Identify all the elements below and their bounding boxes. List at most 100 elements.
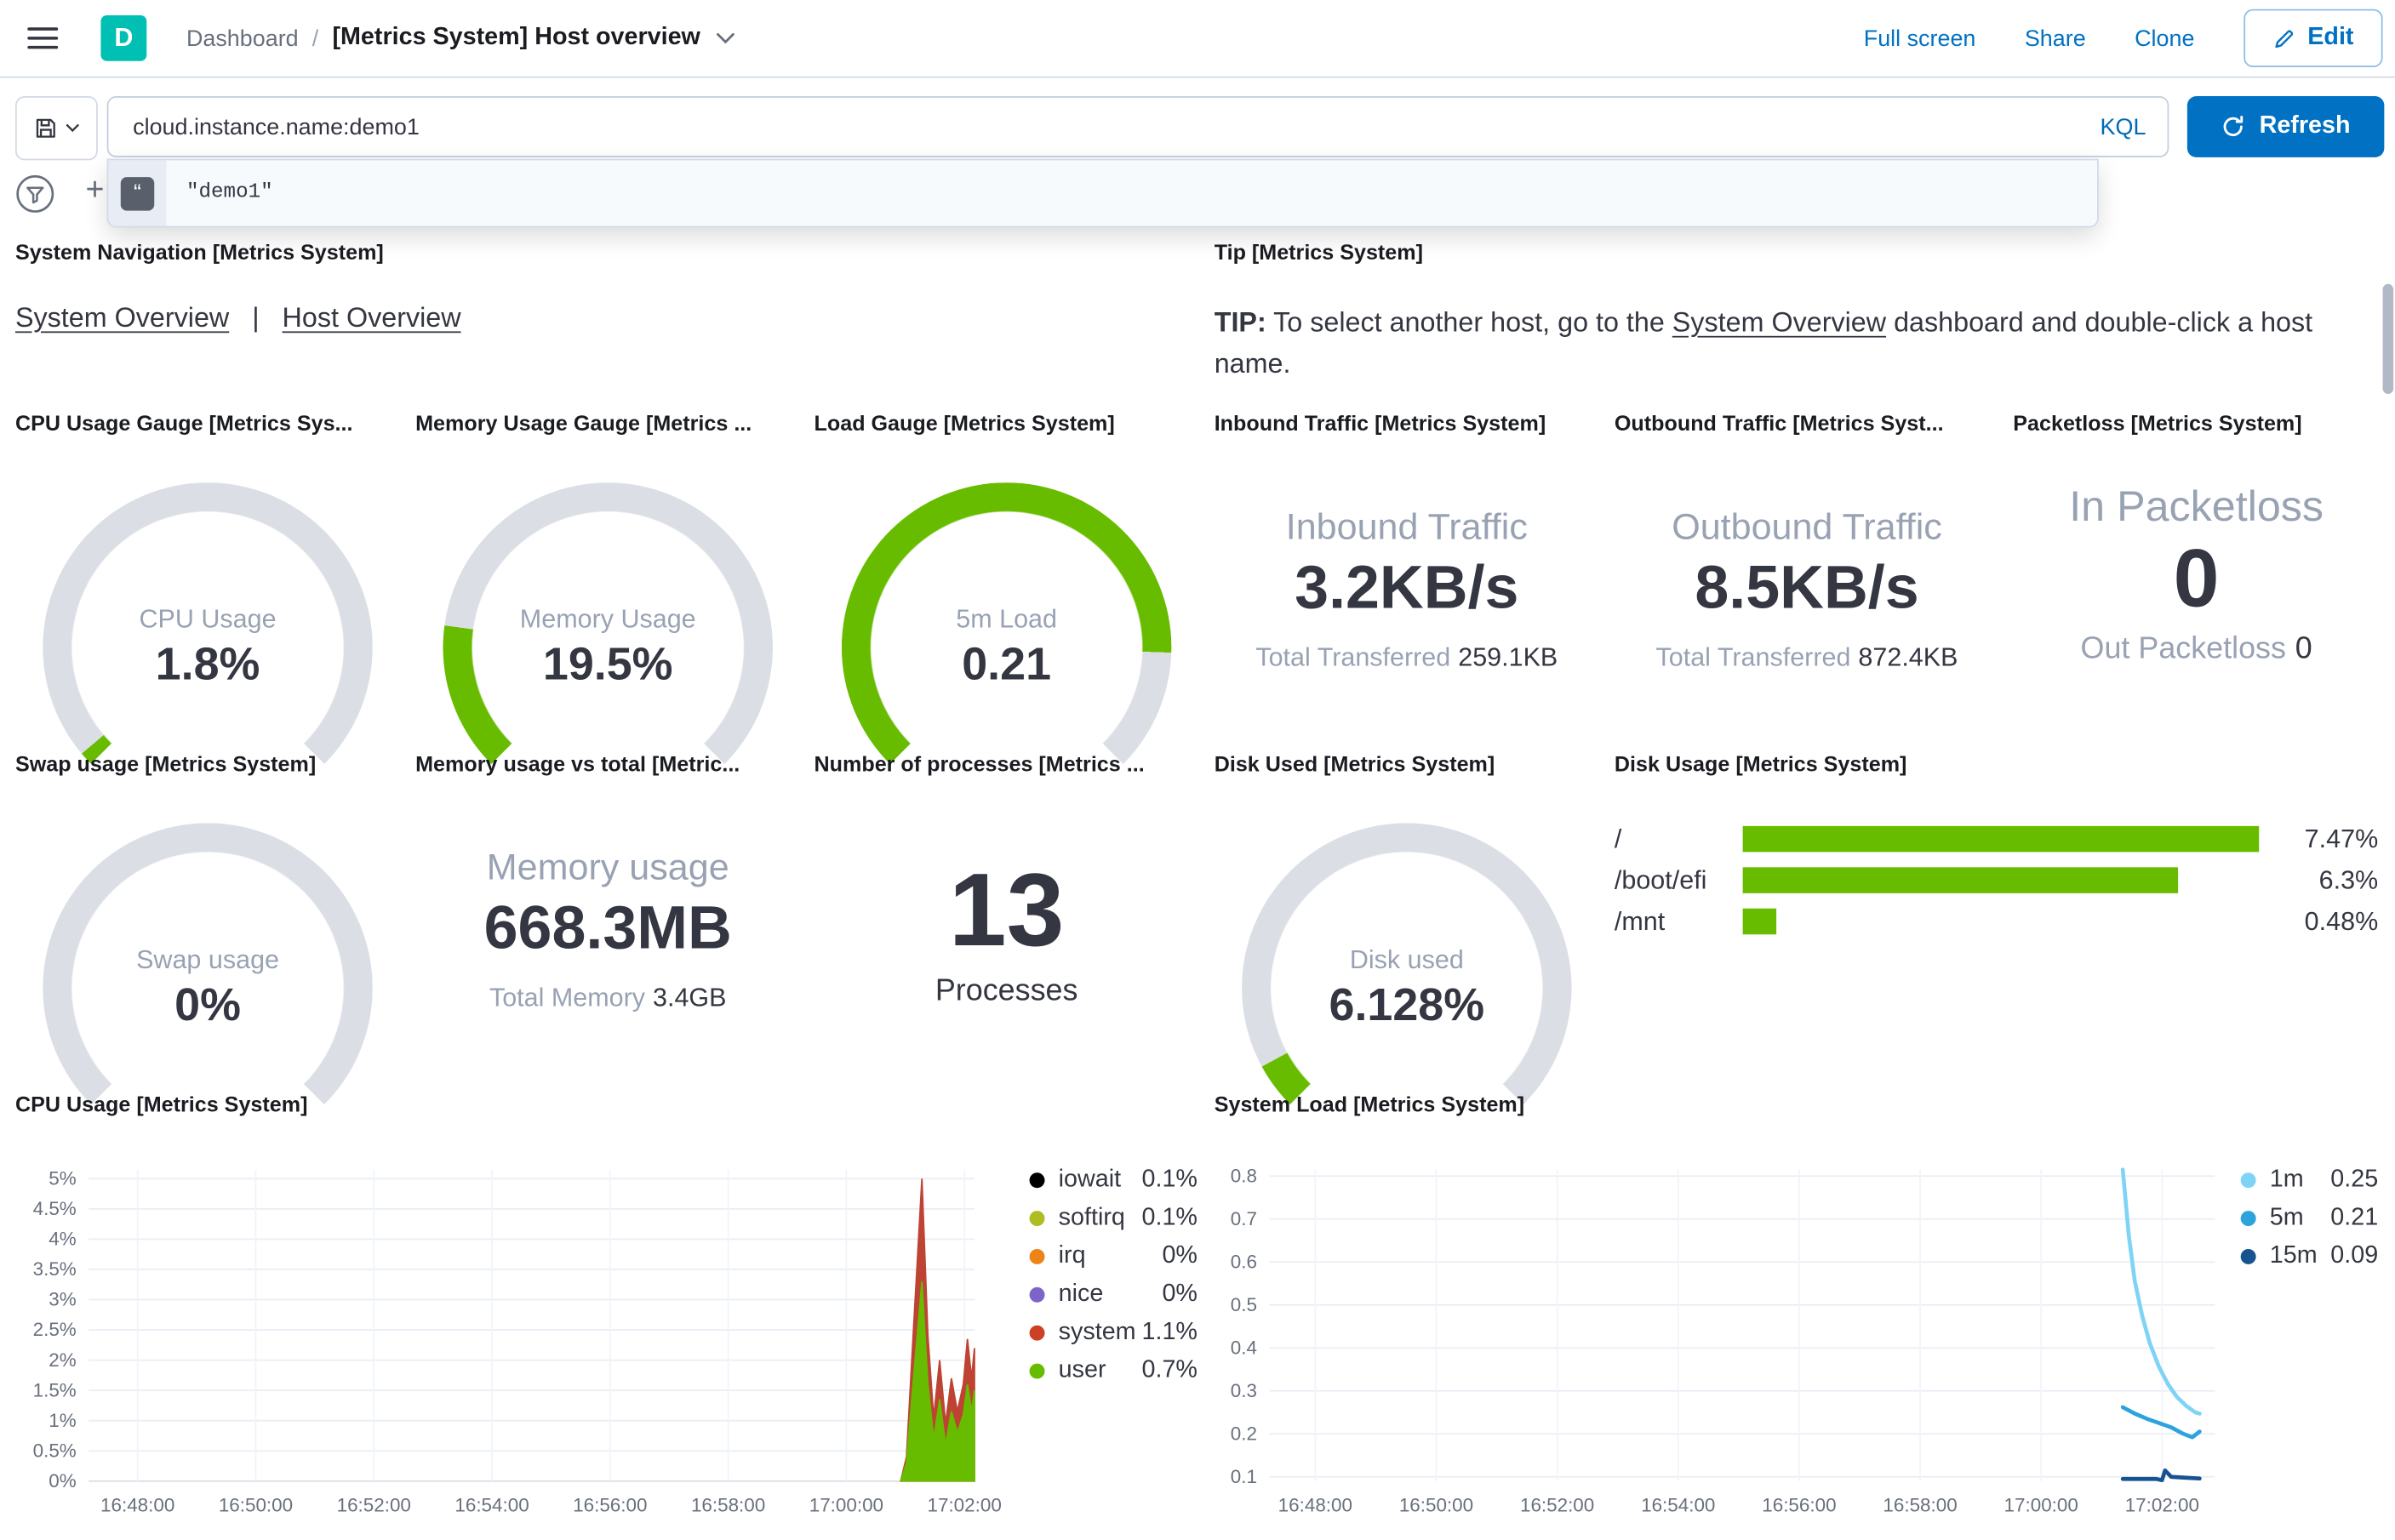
add-filter-button[interactable]: + bbox=[85, 172, 105, 208]
panel-title[interactable]: CPU Usage [Metrics System] bbox=[14, 1092, 308, 1116]
legend-item[interactable]: system 1.1% bbox=[1029, 1319, 1198, 1346]
edit-button[interactable]: Edit bbox=[2243, 9, 2383, 67]
cpu-usage-chart[interactable]: 0% 0.5% 1% 1.5% 2% 2.5% 3% 3.5% 4% 4.5% 5% 16:48:00… bbox=[15, 1139, 1023, 1540]
menu-icon[interactable] bbox=[27, 27, 59, 49]
disk-usage-row[interactable]: /boot/efi 6.3% bbox=[1614, 864, 2379, 894]
gauge-value: 6.128% bbox=[1329, 979, 1485, 1030]
cpu-gauge: CPU Usage 1.8% bbox=[43, 482, 373, 813]
link-system-overview[interactable]: System Overview bbox=[14, 302, 230, 334]
share-link[interactable]: Share bbox=[2024, 25, 2086, 52]
svg-text:16:48:00: 16:48:00 bbox=[100, 1495, 174, 1516]
svg-text:17:00:00: 17:00:00 bbox=[2004, 1495, 2078, 1516]
gauge-arc bbox=[841, 482, 1172, 813]
panel-cpu-usage-gauge: CPU Usage Gauge [Metrics Sys... CPU Usag… bbox=[14, 409, 400, 813]
full-screen-link[interactable]: Full screen bbox=[1863, 25, 1976, 52]
disk-used-gauge: Disk used 6.128% bbox=[1242, 823, 1572, 1153]
metric-value: 13 bbox=[948, 852, 1065, 968]
legend-item[interactable]: iowait 0.1% bbox=[1029, 1166, 1198, 1193]
legend-item[interactable]: 15m 0.09 bbox=[2240, 1242, 2378, 1269]
svg-text:16:54:00: 16:54:00 bbox=[1641, 1495, 1715, 1516]
svg-text:2%: 2% bbox=[49, 1349, 76, 1371]
space-avatar[interactable]: D bbox=[100, 14, 147, 61]
panel-title[interactable]: System Navigation [Metrics System] bbox=[14, 239, 384, 265]
metric-sub: Out Packetloss 0 bbox=[2080, 632, 2312, 666]
caret-down-icon bbox=[66, 123, 79, 133]
svg-text:0.7: 0.7 bbox=[1231, 1208, 1257, 1229]
legend-item[interactable]: user 0.7% bbox=[1029, 1357, 1198, 1383]
bar-fill bbox=[1742, 825, 2260, 853]
legend-item[interactable]: 1m 0.25 bbox=[2240, 1166, 2378, 1193]
panel-title[interactable]: Inbound Traffic [Metrics System] bbox=[1214, 410, 1546, 436]
page-title[interactable]: [Metrics System] Host overview bbox=[332, 24, 700, 51]
svg-text:16:52:00: 16:52:00 bbox=[1520, 1495, 1594, 1516]
panel-title[interactable]: Packetloss [Metrics System] bbox=[2013, 410, 2302, 436]
metric-label: Outbound Traffic bbox=[1672, 506, 1942, 549]
legend-dot bbox=[2240, 1248, 2256, 1264]
svg-text:17:02:00: 17:02:00 bbox=[2125, 1495, 2199, 1516]
bar-fill bbox=[1742, 867, 2179, 893]
clone-link[interactable]: Clone bbox=[2135, 25, 2195, 52]
legend-item[interactable]: nice 0% bbox=[1029, 1280, 1198, 1308]
load-chart-legend: 1m 0.25 5m 0.21 15m 0.09 bbox=[2240, 1166, 2378, 1269]
svg-text:0.2: 0.2 bbox=[1231, 1423, 1257, 1444]
legend-dot bbox=[1029, 1172, 1045, 1188]
filter-icon[interactable] bbox=[15, 174, 55, 214]
panel-outbound-traffic: Outbound Traffic [Metrics Syst... Outbou… bbox=[1615, 409, 1999, 750]
legend-dot bbox=[1029, 1362, 1045, 1378]
top-actions: Full screen Share Clone Edit bbox=[1864, 9, 2395, 67]
legend-dot bbox=[1029, 1286, 1045, 1302]
disk-usage-row[interactable]: /mnt 0.48% bbox=[1614, 906, 2379, 936]
panel-swap-usage-gauge: Swap usage [Metrics System] Swap usage 0… bbox=[14, 750, 400, 1153]
query-suggestion-popover: “ "demo1" bbox=[106, 158, 2099, 228]
panel-title[interactable]: CPU Usage Gauge [Metrics Sys... bbox=[14, 410, 353, 436]
panel-title[interactable]: Disk Used [Metrics System] bbox=[1214, 750, 1495, 776]
panel-title[interactable]: Outbound Traffic [Metrics Syst... bbox=[1614, 410, 1944, 436]
svg-text:16:58:00: 16:58:00 bbox=[1883, 1495, 1957, 1516]
panel-title[interactable]: Tip [Metrics System] bbox=[1214, 239, 1423, 265]
panel-title[interactable]: Memory usage vs total [Metric... bbox=[415, 750, 740, 776]
metric-sub: Total Memory 3.4GB bbox=[489, 983, 727, 1012]
gauge-arc bbox=[43, 482, 373, 813]
panel-disk-used-gauge: Disk Used [Metrics System] Disk used 6.1… bbox=[1214, 750, 1599, 1153]
scrollbar-thumb[interactable] bbox=[2382, 283, 2394, 395]
refresh-button[interactable]: Refresh bbox=[2186, 96, 2385, 157]
chevron-down-icon[interactable] bbox=[716, 32, 735, 44]
metric-value: 3.2KB/s bbox=[1295, 554, 1519, 622]
panel-packetloss: Packetloss [Metrics System] In Packetlos… bbox=[2013, 409, 2380, 750]
svg-text:4.5%: 4.5% bbox=[33, 1198, 77, 1219]
disk-usage-bars: / 7.47% /boot/efi 6.3% /mnt 0.48% bbox=[1614, 824, 2379, 936]
system-load-chart[interactable]: 0.1 0.2 0.3 0.4 0.5 0.6 0.7 0.8 16:48:00 16:50:00… bbox=[1215, 1139, 2391, 1540]
svg-text:0.1: 0.1 bbox=[1231, 1466, 1257, 1487]
breadcrumb-dashboard[interactable]: Dashboard bbox=[186, 25, 299, 52]
panel-title[interactable]: Memory Usage Gauge [Metrics ... bbox=[415, 410, 752, 436]
panel-title[interactable]: Disk Usage [Metrics System] bbox=[1614, 750, 1907, 776]
svg-text:3.5%: 3.5% bbox=[33, 1258, 77, 1280]
panel-title[interactable]: System Load [Metrics System] bbox=[1214, 1092, 1525, 1116]
legend-item[interactable]: 5m 0.21 bbox=[2240, 1204, 2378, 1231]
svg-text:4%: 4% bbox=[49, 1229, 76, 1250]
metric-sub: Total Transferred 872.4KB bbox=[1655, 642, 1958, 672]
disk-usage-row[interactable]: / 7.47% bbox=[1614, 824, 2379, 853]
query-input[interactable] bbox=[129, 111, 2085, 142]
legend-item[interactable]: softirq 0.1% bbox=[1029, 1204, 1198, 1231]
breadcrumb-separator: / bbox=[312, 25, 319, 52]
panel-title[interactable]: Number of processes [Metrics ... bbox=[814, 750, 1145, 776]
system-navigation-links: System Overview | Host Overview bbox=[15, 302, 1192, 334]
metric-value: 0 bbox=[2173, 533, 2220, 625]
suggestion-item[interactable]: "demo1" bbox=[166, 160, 2097, 226]
kql-button[interactable]: KQL bbox=[2100, 113, 2146, 140]
gauge-value: 19.5% bbox=[542, 639, 673, 690]
bar-fill bbox=[1742, 908, 1776, 935]
panel-title[interactable]: Swap usage [Metrics System] bbox=[14, 750, 317, 776]
metric-label: Memory usage bbox=[486, 847, 729, 889]
panel-title[interactable]: Load Gauge [Metrics System] bbox=[814, 410, 1115, 436]
saved-query-menu-button[interactable] bbox=[14, 96, 98, 161]
tip-system-overview-link[interactable]: System Overview bbox=[1672, 306, 1887, 338]
svg-text:3%: 3% bbox=[49, 1289, 76, 1310]
legend-item[interactable]: irq 0% bbox=[1029, 1242, 1198, 1269]
link-host-overview[interactable]: Host Overview bbox=[282, 302, 461, 334]
svg-text:16:54:00: 16:54:00 bbox=[454, 1495, 529, 1516]
gauge-label: Disk used bbox=[1349, 944, 1464, 974]
tip-text: TIP: To select another host, go to the S… bbox=[1214, 306, 2313, 379]
